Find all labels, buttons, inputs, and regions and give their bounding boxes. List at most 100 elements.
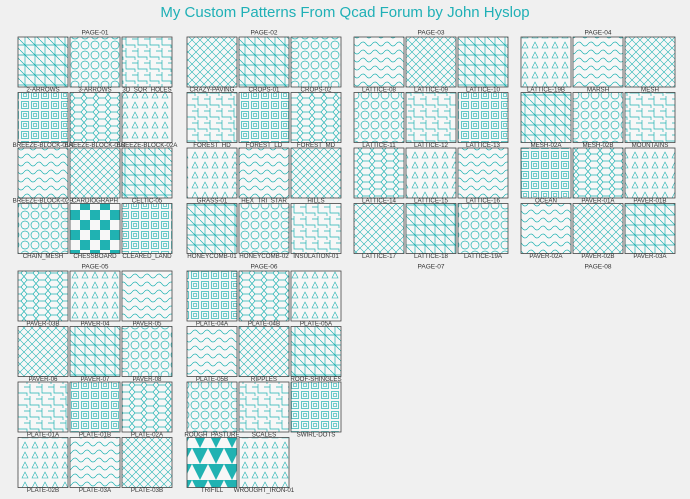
pattern-fill (69, 381, 121, 433)
pattern-fill (405, 203, 457, 254)
pattern-fill (353, 92, 405, 143)
pattern-label: CLEARED_LAND (122, 253, 172, 260)
pattern-fill (520, 147, 572, 199)
pattern-fill (457, 92, 509, 143)
pattern-fill (186, 326, 238, 377)
pattern-fill (520, 36, 572, 88)
pattern-label: PAVER-01B (633, 198, 666, 205)
pattern-label: LATTICE-16 (466, 198, 500, 205)
pattern-label: SCALES (252, 432, 276, 439)
page-label: PAGE-03 (418, 30, 445, 37)
pattern-fill (17, 203, 69, 254)
pattern-fill (17, 270, 69, 322)
pattern-label: LATTICE-10 (466, 87, 500, 94)
pattern-fill (186, 92, 238, 143)
pattern-label: LATTICE-19A (464, 253, 503, 260)
page-label: PAGE-04 (585, 30, 612, 37)
pattern-label: FOREST_HD (193, 142, 231, 149)
pattern-fill (290, 203, 342, 254)
pattern-fill (121, 203, 173, 254)
pattern-fill (520, 92, 572, 143)
pattern-label: FOREST_LD (246, 142, 283, 149)
pattern-fill (457, 36, 509, 88)
pattern-label: BREEZE-BLOCK-02A (117, 142, 179, 149)
pattern-label: PLATE-04B (248, 321, 280, 328)
pattern-fill (186, 36, 238, 88)
pattern-label: ROUGH_PASTURE (184, 432, 239, 439)
pattern-fill (290, 270, 342, 322)
pattern-label: PLATE-02B (27, 487, 59, 494)
pattern-label: LATTICE-09 (414, 87, 448, 94)
pattern-fill (69, 36, 121, 88)
pattern-fill (69, 326, 121, 377)
pattern-fill (290, 326, 342, 377)
pattern-label: HONEYCOMB-01 (187, 253, 237, 260)
pattern-fill (121, 437, 173, 488)
pattern-fill (520, 203, 572, 254)
pattern-label: MESH-02A (531, 142, 563, 149)
pattern-label: PLATE-01B (79, 432, 111, 439)
pattern-label: SWIRL-DOTS (297, 432, 336, 439)
pattern-label: RIPPLES (251, 376, 277, 383)
pattern-fill (121, 147, 173, 199)
pattern-fill (238, 326, 290, 377)
pattern-label: CROPS-02 (301, 87, 333, 94)
pattern-label: LATTICE-11 (362, 142, 396, 149)
pattern-label: PLATE-04A (196, 321, 229, 328)
pattern-label: HEX_TRI_STAR (241, 198, 287, 205)
pattern-label: CHAIN_MESH (23, 253, 64, 260)
pattern-label: CRAZY-PAVING (190, 87, 235, 94)
page-label: PAGE-08 (585, 264, 612, 271)
pattern-label: CHESSBOARD (73, 253, 117, 260)
pattern-fill (186, 203, 238, 254)
pattern-fill (238, 147, 290, 199)
pattern-label: LATTICE-13 (466, 142, 500, 149)
pattern-label: PLATE-03B (131, 487, 163, 494)
pattern-fill (69, 92, 121, 143)
pattern-fill (572, 203, 624, 254)
pattern-label: MARSH (587, 87, 609, 94)
pattern-fill (405, 147, 457, 199)
pattern-label: PAVER-01A (581, 198, 615, 205)
pattern-label: 2-ARROWS (26, 87, 59, 94)
pattern-fill (186, 270, 238, 322)
pattern-label: 3-ARROWS (78, 87, 111, 94)
pattern-label: PLATE-01A (27, 432, 60, 439)
pattern-label: PLATE-03A (79, 487, 112, 494)
pattern-label: PAVER-06 (29, 376, 59, 383)
pattern-label: PAVER-08 (133, 376, 163, 383)
pattern-label: MOUNTAINS (632, 142, 669, 149)
pattern-label: LATTICE-15 (414, 198, 448, 205)
pattern-label: MESH (641, 87, 659, 94)
pattern-fill (69, 147, 121, 199)
pattern-fill (69, 270, 121, 322)
pattern-fill (290, 36, 342, 88)
pattern-fill (69, 437, 121, 488)
pattern-fill (121, 326, 173, 377)
pattern-fill (353, 36, 405, 88)
pattern-fill (238, 92, 290, 143)
pattern-fill (624, 92, 676, 143)
pattern-label: CROPS-01 (249, 87, 281, 94)
pattern-label: PAVER-04 (81, 321, 111, 328)
pattern-label: MESH-02B (583, 142, 614, 149)
page-label: PAGE-06 (251, 264, 278, 271)
pattern-fill (17, 437, 69, 488)
pattern-fill (624, 147, 676, 199)
pattern-fill (121, 381, 173, 433)
pattern-fill (17, 92, 69, 143)
pattern-label: PAVER-03A (633, 253, 667, 260)
pattern-fill (238, 270, 290, 322)
pattern-label: CELTIC-05 (132, 198, 163, 205)
pattern-fill (121, 36, 173, 88)
pattern-label: GRASS-01 (197, 198, 228, 205)
pattern-fill (17, 36, 69, 88)
pattern-label: PAVER-05 (133, 321, 163, 328)
page-label: PAGE-02 (251, 30, 278, 37)
pattern-fill (405, 92, 457, 143)
pattern-fill (572, 92, 624, 143)
page-title: My Custom Patterns From Qcad Forum by Jo… (160, 4, 529, 21)
pattern-fill (121, 92, 173, 143)
pattern-label: CARDIOGRAPH (72, 198, 118, 205)
